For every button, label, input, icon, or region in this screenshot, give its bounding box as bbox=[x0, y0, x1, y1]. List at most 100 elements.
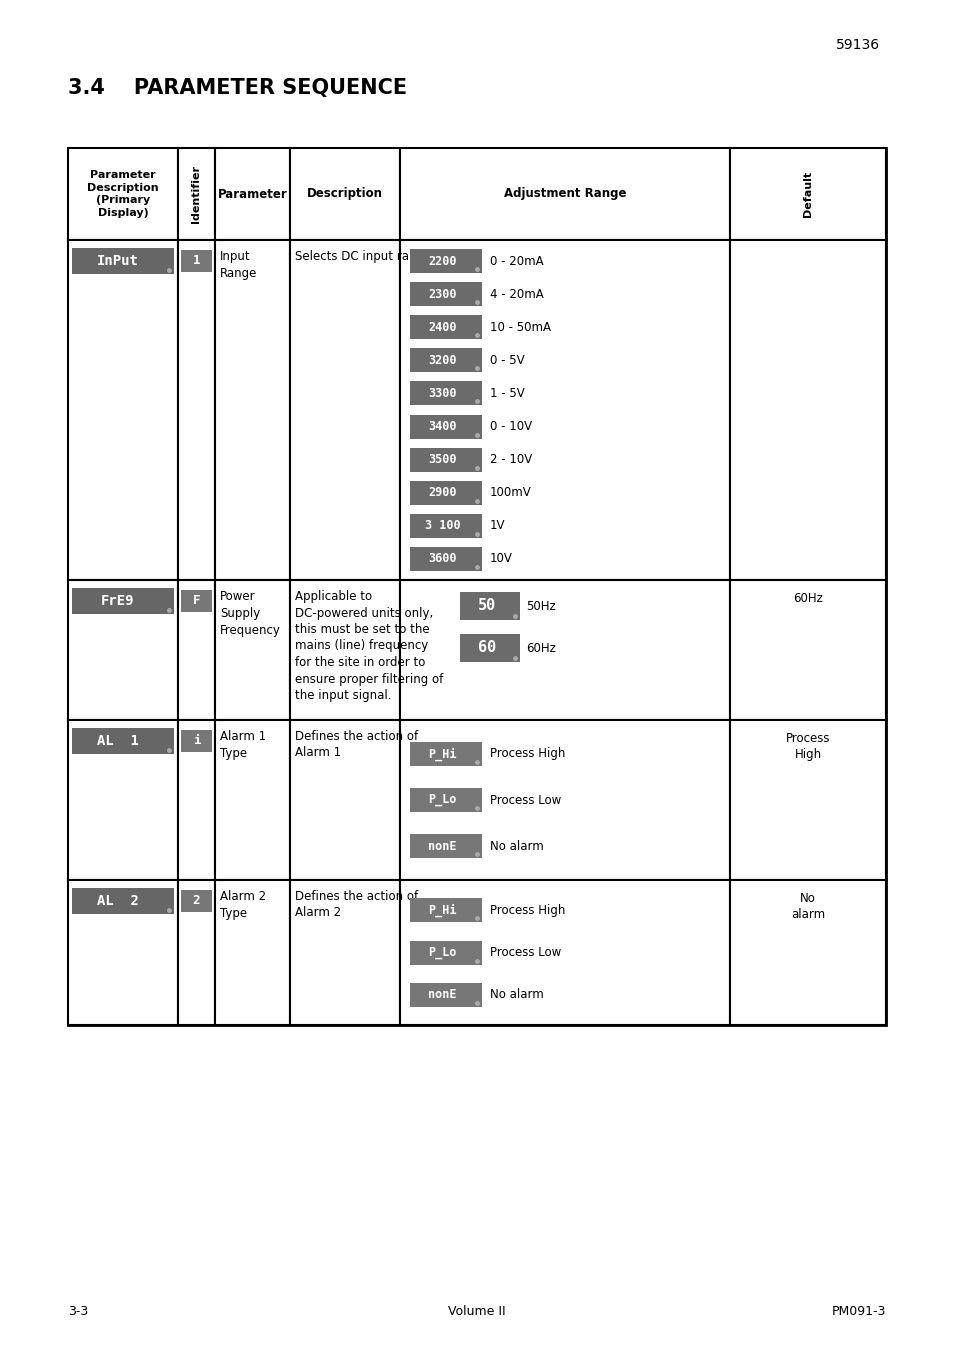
Bar bbox=[178, 240, 214, 580]
Bar bbox=[399, 720, 729, 880]
Text: PM091-3: PM091-3 bbox=[831, 1305, 885, 1319]
Bar bbox=[181, 590, 212, 612]
Bar bbox=[178, 580, 214, 720]
Text: 2 - 10V: 2 - 10V bbox=[490, 453, 532, 466]
Bar bbox=[729, 240, 885, 580]
Text: AL  1: AL 1 bbox=[97, 734, 139, 748]
Text: 10 - 50mA: 10 - 50mA bbox=[490, 320, 551, 334]
Bar bbox=[71, 249, 173, 274]
Text: 1V: 1V bbox=[490, 519, 505, 532]
Text: Parameter: Parameter bbox=[217, 188, 287, 200]
Bar bbox=[410, 788, 481, 812]
Text: Selects DC input range.: Selects DC input range. bbox=[294, 250, 435, 263]
Bar bbox=[71, 588, 173, 613]
Text: Alarm 1
Type: Alarm 1 Type bbox=[220, 730, 266, 761]
Text: Process High: Process High bbox=[490, 904, 565, 917]
Text: Process Low: Process Low bbox=[490, 793, 560, 807]
Text: 2900: 2900 bbox=[428, 486, 456, 500]
Text: 2300: 2300 bbox=[428, 288, 456, 301]
Bar bbox=[410, 982, 481, 1006]
Bar bbox=[410, 381, 481, 405]
Bar bbox=[181, 250, 212, 272]
Text: Input
Range: Input Range bbox=[220, 250, 257, 280]
Bar bbox=[399, 149, 729, 240]
Bar bbox=[459, 634, 519, 662]
Text: 60Hz: 60Hz bbox=[792, 592, 822, 605]
Bar bbox=[729, 720, 885, 880]
Text: i: i bbox=[193, 735, 200, 747]
Bar bbox=[410, 940, 481, 965]
Text: No alarm: No alarm bbox=[490, 839, 543, 852]
Text: Applicable to
DC-powered units only,
this must be set to the
mains (line) freque: Applicable to DC-powered units only, thi… bbox=[294, 590, 443, 703]
Text: Parameter
Description
(Primary
Display): Parameter Description (Primary Display) bbox=[87, 170, 158, 218]
Text: 3600: 3600 bbox=[428, 553, 456, 566]
Text: 50Hz: 50Hz bbox=[525, 600, 556, 612]
Text: 2200: 2200 bbox=[428, 254, 456, 267]
Text: 2: 2 bbox=[193, 894, 200, 908]
Text: 10V: 10V bbox=[490, 553, 513, 566]
Text: F: F bbox=[193, 594, 200, 608]
Text: nonE: nonE bbox=[428, 988, 456, 1001]
Bar bbox=[214, 880, 290, 1025]
Bar bbox=[290, 580, 399, 720]
Text: Default: Default bbox=[802, 172, 812, 218]
Bar bbox=[399, 880, 729, 1025]
Text: 59136: 59136 bbox=[835, 38, 879, 51]
Text: 60Hz: 60Hz bbox=[525, 642, 556, 654]
Text: FrE9: FrE9 bbox=[101, 594, 134, 608]
Text: P_Lo: P_Lo bbox=[428, 946, 456, 959]
Bar bbox=[290, 720, 399, 880]
Text: Process
High: Process High bbox=[785, 732, 829, 761]
Bar bbox=[399, 240, 729, 580]
Text: Defines the action of
Alarm 2: Defines the action of Alarm 2 bbox=[294, 890, 417, 920]
Bar bbox=[410, 249, 481, 273]
Bar bbox=[410, 898, 481, 923]
Bar bbox=[181, 890, 212, 912]
Text: 1 - 5V: 1 - 5V bbox=[490, 386, 524, 400]
Bar bbox=[68, 880, 178, 1025]
Bar bbox=[178, 720, 214, 880]
Text: No alarm: No alarm bbox=[490, 988, 543, 1001]
Text: 3400: 3400 bbox=[428, 420, 456, 434]
Text: Adjustment Range: Adjustment Range bbox=[503, 188, 625, 200]
Text: 1: 1 bbox=[193, 254, 200, 267]
Text: Identifier: Identifier bbox=[192, 165, 201, 223]
Bar bbox=[410, 282, 481, 307]
Text: 3200: 3200 bbox=[428, 354, 456, 367]
Text: 3.4    PARAMETER SEQUENCE: 3.4 PARAMETER SEQUENCE bbox=[68, 78, 407, 99]
Bar bbox=[410, 513, 481, 538]
Bar bbox=[71, 728, 173, 754]
Bar bbox=[178, 149, 214, 240]
Text: 2400: 2400 bbox=[428, 320, 456, 334]
Bar bbox=[178, 880, 214, 1025]
Text: Process High: Process High bbox=[490, 747, 565, 761]
Text: Description: Description bbox=[307, 188, 382, 200]
Bar bbox=[410, 834, 481, 858]
Text: P_Lo: P_Lo bbox=[428, 793, 456, 807]
Text: 0 - 5V: 0 - 5V bbox=[490, 354, 524, 367]
Text: Power
Supply
Frequency: Power Supply Frequency bbox=[220, 590, 280, 638]
Bar bbox=[410, 315, 481, 339]
Bar bbox=[214, 149, 290, 240]
Bar bbox=[410, 742, 481, 766]
Bar bbox=[214, 580, 290, 720]
Bar bbox=[214, 720, 290, 880]
Text: P_Hi: P_Hi bbox=[428, 904, 456, 917]
Bar bbox=[290, 149, 399, 240]
Bar bbox=[290, 240, 399, 580]
Bar bbox=[459, 592, 519, 620]
Bar bbox=[410, 547, 481, 571]
Bar bbox=[410, 481, 481, 505]
Text: 0 - 20mA: 0 - 20mA bbox=[490, 254, 543, 267]
Text: P_Hi: P_Hi bbox=[428, 747, 456, 761]
Text: Alarm 2
Type: Alarm 2 Type bbox=[220, 890, 266, 920]
Bar bbox=[410, 349, 481, 373]
Bar bbox=[68, 240, 178, 580]
Text: 3-3: 3-3 bbox=[68, 1305, 89, 1319]
Bar bbox=[71, 888, 173, 915]
Text: InPut: InPut bbox=[97, 254, 139, 267]
Bar bbox=[214, 240, 290, 580]
Bar bbox=[729, 580, 885, 720]
Text: Volume II: Volume II bbox=[448, 1305, 505, 1319]
Text: 60: 60 bbox=[477, 640, 496, 655]
